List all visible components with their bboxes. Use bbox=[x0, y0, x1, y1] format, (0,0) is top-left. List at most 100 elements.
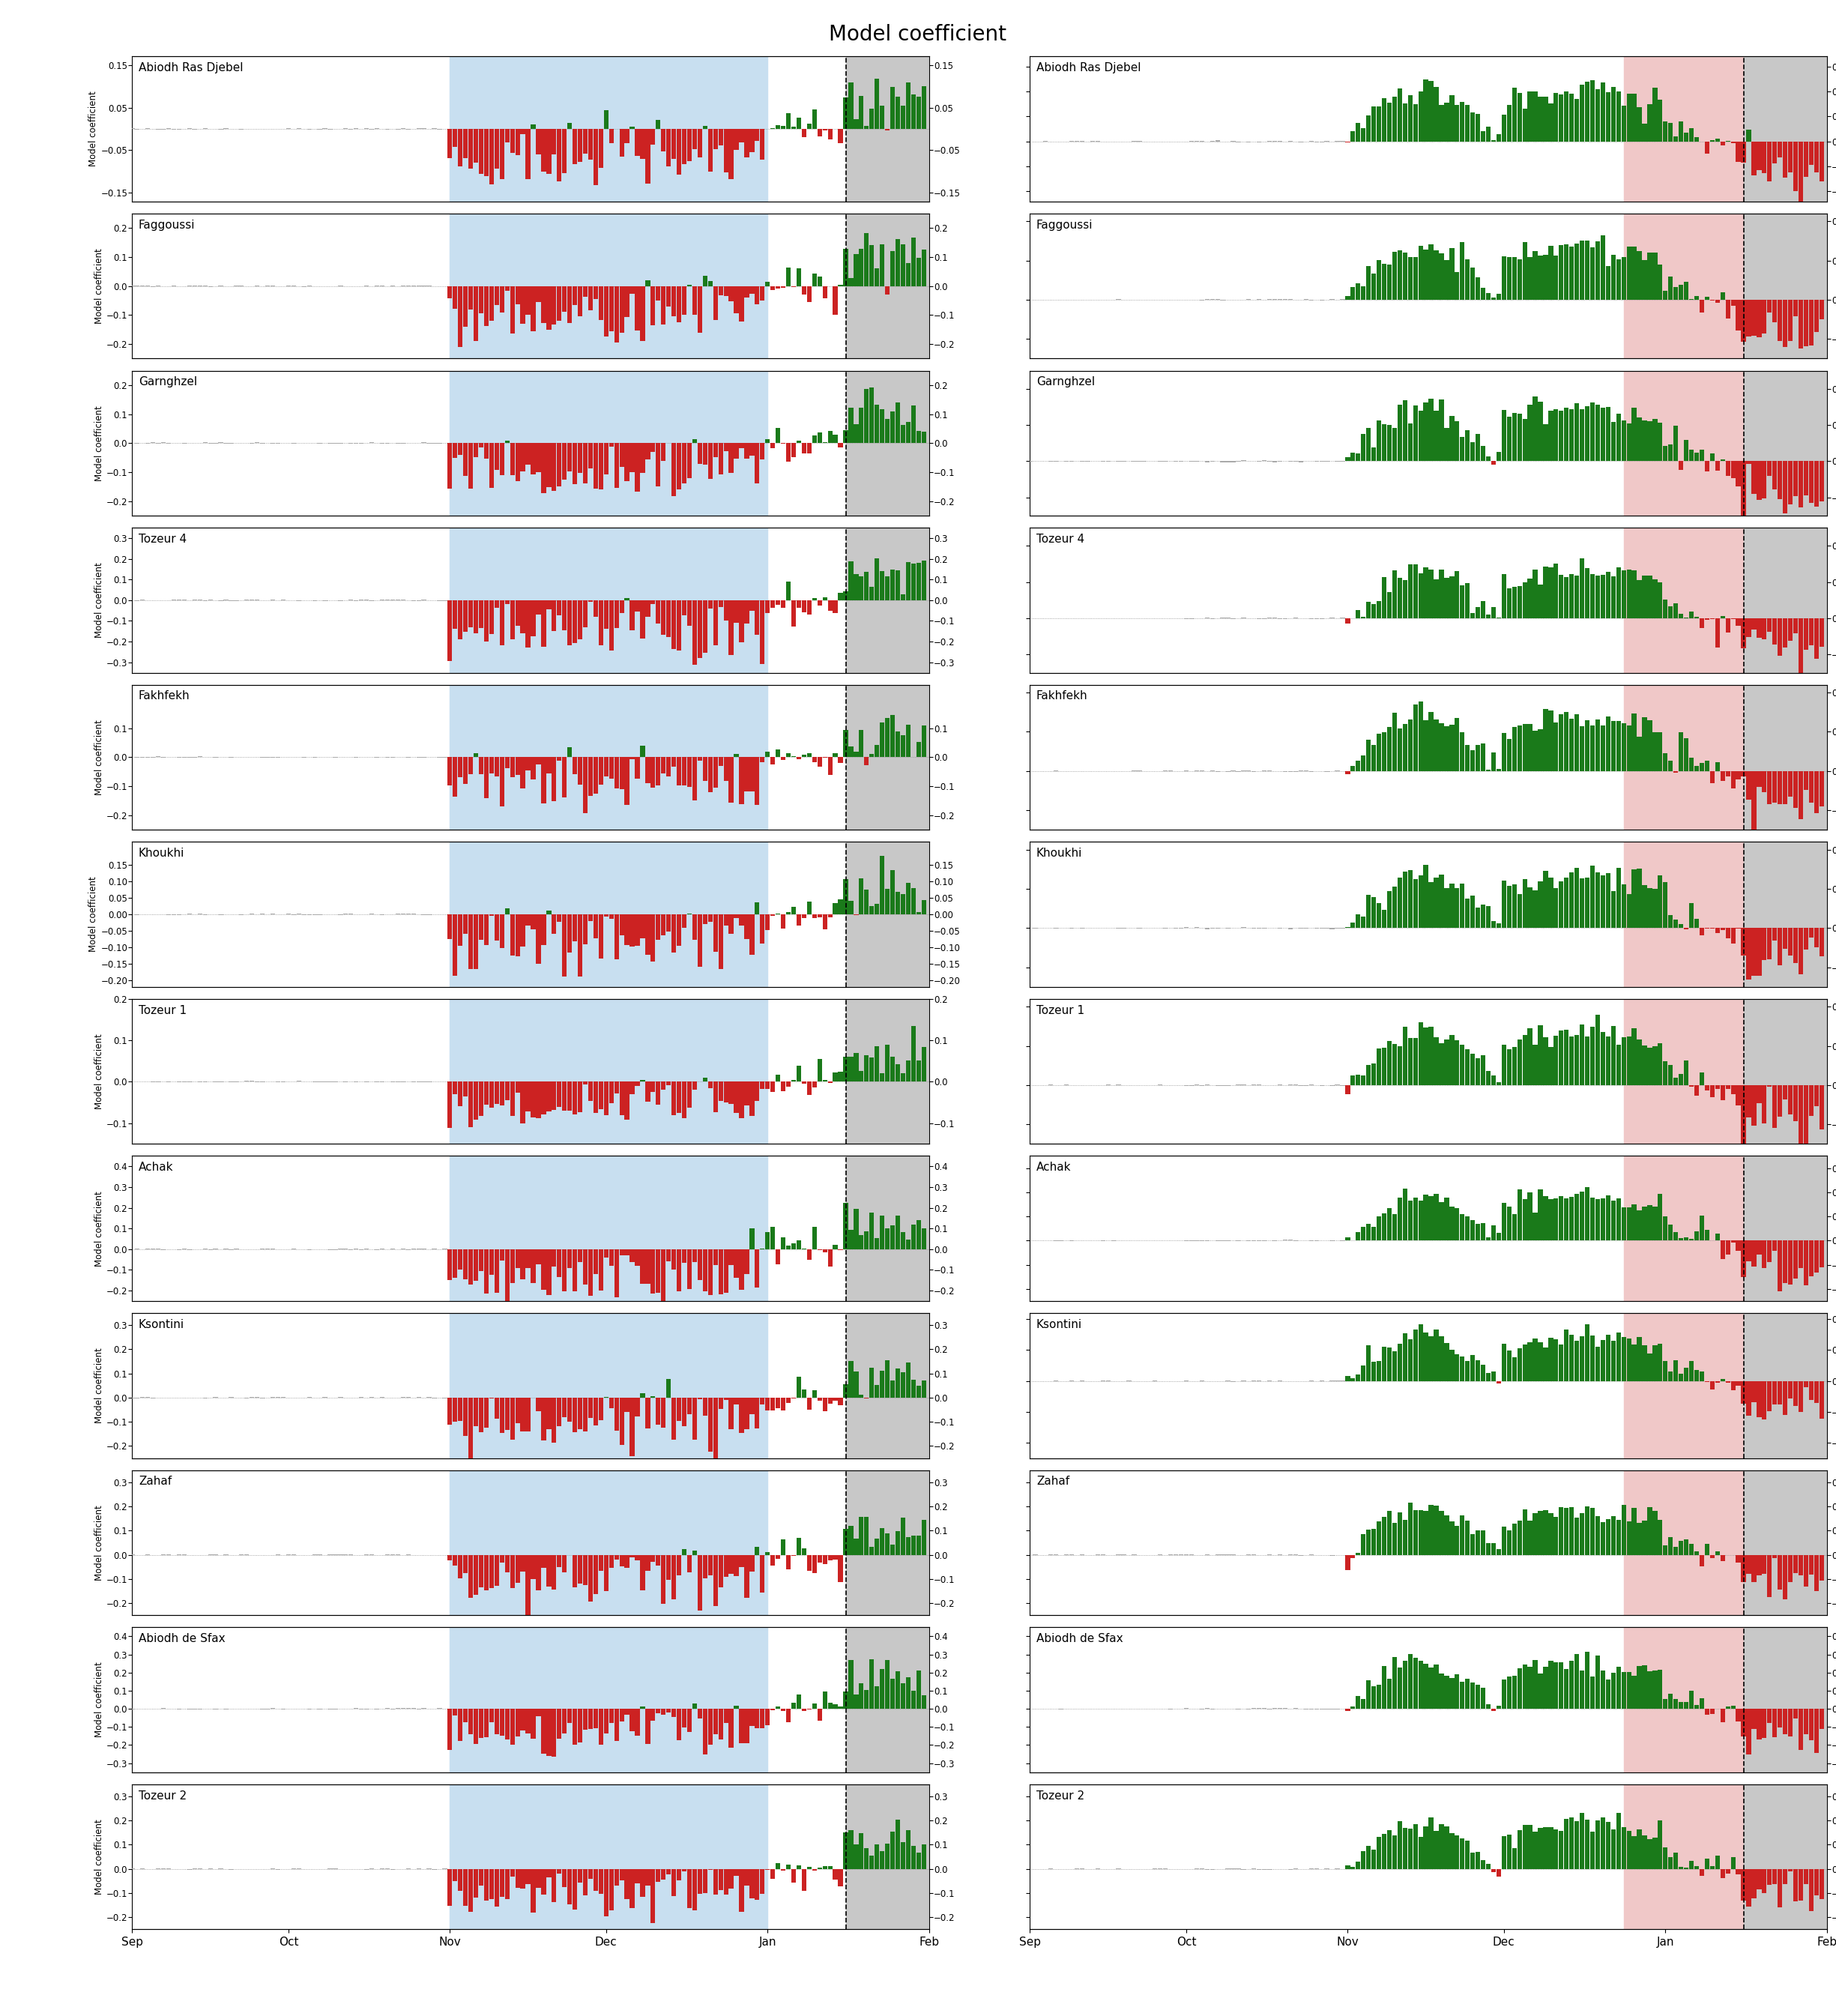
Bar bbox=[749, 915, 755, 956]
Bar bbox=[624, 286, 630, 317]
Bar bbox=[661, 915, 666, 935]
Bar bbox=[1684, 1060, 1689, 1085]
Bar bbox=[1768, 1554, 1772, 1597]
Bar bbox=[775, 286, 780, 288]
Bar bbox=[1460, 242, 1465, 300]
Bar bbox=[1632, 571, 1636, 619]
Bar bbox=[1763, 300, 1766, 333]
Bar bbox=[1408, 1339, 1412, 1381]
Bar bbox=[916, 742, 922, 758]
Bar bbox=[1397, 877, 1403, 927]
Bar bbox=[1502, 734, 1506, 770]
Bar bbox=[604, 601, 608, 629]
Bar bbox=[1403, 399, 1408, 462]
Bar bbox=[1595, 405, 1599, 462]
Bar bbox=[846, 1784, 929, 1929]
Bar bbox=[641, 601, 644, 639]
Bar bbox=[619, 1083, 624, 1115]
Bar bbox=[1709, 1554, 1715, 1558]
Bar bbox=[624, 1869, 630, 1899]
Bar bbox=[854, 1208, 859, 1250]
Bar bbox=[771, 758, 775, 764]
Bar bbox=[834, 1073, 837, 1083]
Bar bbox=[802, 1869, 806, 1891]
Y-axis label: Model coefficient: Model coefficient bbox=[94, 562, 105, 637]
Bar bbox=[1704, 462, 1709, 472]
Bar bbox=[1803, 927, 1808, 950]
Bar bbox=[494, 444, 499, 470]
Bar bbox=[1647, 1671, 1652, 1710]
Bar bbox=[1808, 1381, 1814, 1399]
Bar bbox=[619, 129, 624, 157]
Bar bbox=[1428, 883, 1434, 927]
Bar bbox=[1371, 448, 1375, 462]
Bar bbox=[874, 1046, 879, 1083]
Bar bbox=[1392, 571, 1397, 619]
Bar bbox=[870, 1367, 874, 1397]
Bar bbox=[1752, 300, 1757, 337]
Bar bbox=[890, 1381, 894, 1397]
Bar bbox=[1397, 1667, 1403, 1710]
Bar bbox=[1601, 726, 1605, 770]
Bar bbox=[488, 129, 494, 183]
Bar bbox=[641, 915, 644, 939]
Bar bbox=[677, 758, 681, 786]
Bar bbox=[1548, 103, 1553, 141]
Bar bbox=[1590, 575, 1595, 619]
Bar bbox=[1414, 258, 1417, 300]
Bar bbox=[610, 1397, 613, 1407]
Bar bbox=[780, 125, 786, 129]
Bar bbox=[828, 431, 832, 444]
Bar bbox=[723, 601, 729, 621]
Bar bbox=[1627, 1339, 1630, 1381]
Bar bbox=[1700, 450, 1704, 462]
Bar bbox=[453, 1397, 457, 1421]
Bar bbox=[734, 1083, 738, 1113]
Bar bbox=[890, 252, 894, 286]
Bar bbox=[1575, 244, 1579, 300]
Bar bbox=[542, 1869, 545, 1895]
Bar bbox=[624, 1397, 630, 1413]
Bar bbox=[1428, 1195, 1434, 1240]
Bar bbox=[494, 1397, 499, 1419]
Bar bbox=[562, 758, 567, 796]
Bar bbox=[896, 891, 900, 915]
Bar bbox=[709, 280, 712, 286]
Bar bbox=[1808, 462, 1814, 502]
Bar bbox=[723, 444, 729, 452]
Bar bbox=[547, 758, 551, 774]
Bar bbox=[593, 1710, 599, 1728]
Bar bbox=[488, 758, 494, 774]
Bar bbox=[780, 1083, 786, 1091]
Bar bbox=[916, 562, 922, 601]
Bar bbox=[1627, 1208, 1630, 1240]
Bar bbox=[1814, 1554, 1819, 1591]
Bar bbox=[698, 444, 701, 464]
Bar bbox=[1377, 601, 1381, 619]
Bar bbox=[1720, 141, 1726, 145]
Bar bbox=[1403, 1333, 1408, 1381]
Bar bbox=[749, 286, 755, 294]
Bar bbox=[1777, 770, 1783, 804]
Bar bbox=[1684, 133, 1689, 141]
Bar bbox=[494, 1250, 499, 1292]
Bar bbox=[802, 1710, 806, 1712]
Bar bbox=[791, 1704, 797, 1710]
Bar bbox=[1346, 619, 1349, 623]
Bar bbox=[1757, 1554, 1761, 1574]
Bar bbox=[547, 1554, 551, 1587]
Bar bbox=[1641, 1665, 1647, 1710]
Bar bbox=[1539, 585, 1542, 619]
Bar bbox=[1553, 1661, 1559, 1710]
Bar bbox=[1641, 123, 1647, 141]
Bar bbox=[1621, 1826, 1627, 1869]
Bar bbox=[610, 444, 613, 448]
Bar bbox=[1741, 462, 1746, 522]
Bar bbox=[573, 1250, 577, 1290]
Bar bbox=[1570, 1036, 1573, 1085]
Bar bbox=[755, 1083, 760, 1101]
Bar bbox=[1522, 1034, 1528, 1085]
Bar bbox=[1744, 371, 1827, 516]
Bar bbox=[1528, 405, 1533, 462]
Bar bbox=[1449, 95, 1454, 141]
